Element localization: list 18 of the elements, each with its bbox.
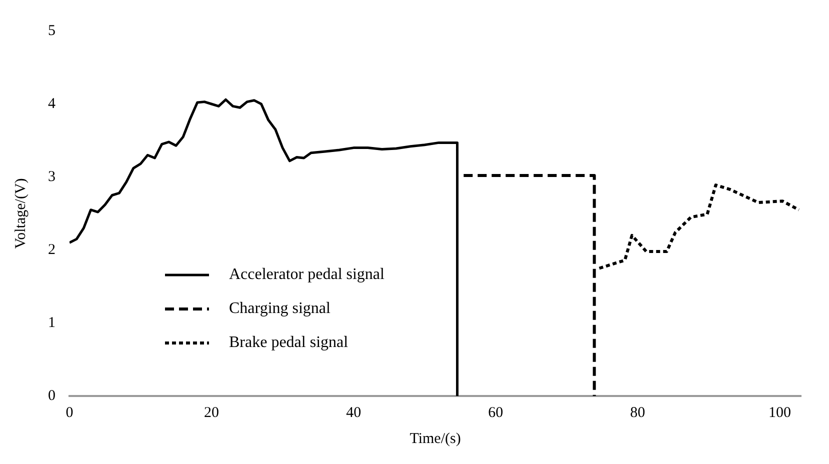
y-axis-title: Voltage/(V) — [12, 178, 29, 249]
x-tick-label: 40 — [346, 404, 362, 421]
legend-label: Charging signal — [229, 299, 330, 319]
y-tick-label: 4 — [48, 96, 56, 112]
y-tick-label: 5 — [48, 22, 56, 39]
legend-label: Brake pedal signal — [229, 333, 348, 353]
x-tick-label: 80 — [630, 404, 646, 421]
x-tick-label: 100 — [768, 404, 791, 421]
y-tick-label: 0 — [48, 388, 56, 404]
y-tick-label: 1 — [48, 314, 56, 331]
x-tick-label: 20 — [204, 404, 220, 421]
legend-label: Accelerator pedal signal — [229, 265, 384, 285]
y-tick-label: 3 — [48, 168, 56, 185]
x-axis-title: Time/(s) — [410, 430, 461, 447]
line-series — [598, 184, 800, 270]
y-tick-label: 2 — [48, 242, 56, 258]
x-tick-label: 60 — [488, 404, 504, 421]
x-tick-label: 0 — [66, 404, 74, 421]
